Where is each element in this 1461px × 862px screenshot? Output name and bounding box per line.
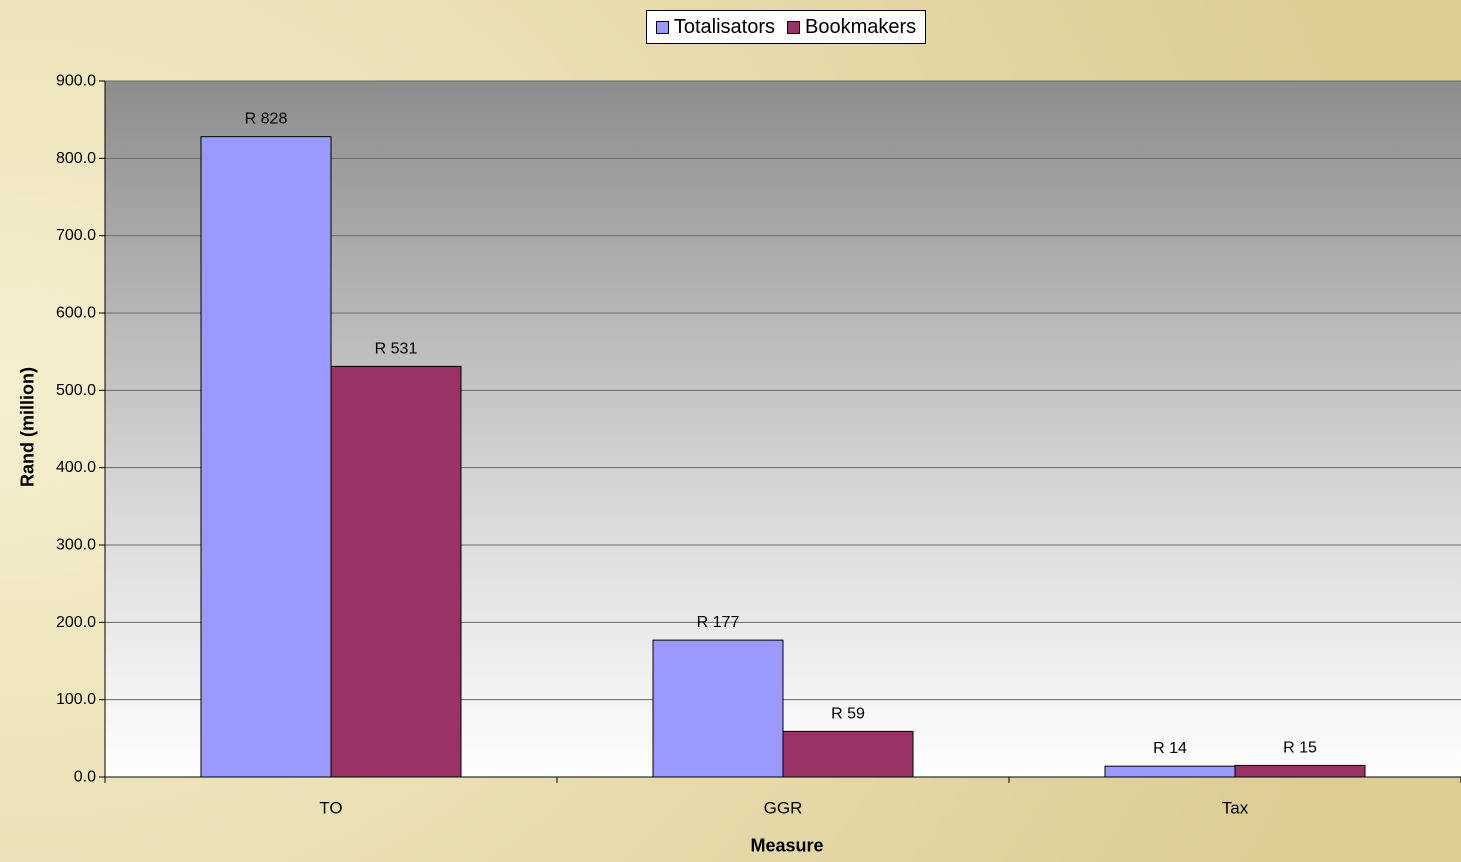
y-tick-label: 900.0 [56, 73, 96, 90]
bar-totalisators-tax [1104, 765, 1236, 778]
data-label: R 177 [697, 614, 740, 631]
legend-label-totalisators: Totalisators [673, 15, 775, 38]
y-tick-label: 0.0 [74, 769, 96, 786]
axes [99, 80, 1461, 783]
bars [200, 136, 1366, 778]
legend-swatch-totalisators [655, 20, 669, 34]
bar-totalisators-ggr [652, 639, 784, 778]
x-tick-label: GGR [764, 799, 803, 818]
bar-bookmakers-to [330, 365, 462, 778]
data-label: R 14 [1153, 740, 1187, 757]
data-label: R 531 [375, 340, 418, 357]
x-tick-label: TO [319, 799, 342, 818]
y-tick-label: 300.0 [56, 537, 96, 554]
x-axis-title: Measure [750, 835, 824, 856]
y-tick-label: 700.0 [56, 227, 96, 244]
y-tick-label: 500.0 [56, 382, 96, 399]
labels: 0.0 100.0 200.0 300.0 400.0 500.0 600.0 700.0 80… [56, 73, 1317, 818]
legend-label-bookmakers: Bookmakers [805, 15, 917, 38]
y-tick-label: 600.0 [56, 305, 96, 322]
legend: Totalisators Bookmakers [646, 10, 926, 44]
y-axis-title-text: Rand (million) [17, 367, 38, 487]
legend-item-totalisators: Totalisators [655, 15, 775, 39]
y-tick-label: 800.0 [56, 150, 96, 167]
y-tick-label: 200.0 [56, 614, 96, 631]
data-label: R 828 [245, 111, 288, 128]
legend-swatch-bookmakers [787, 20, 800, 34]
bar-bookmakers-ggr [782, 730, 914, 778]
bar-totalisators-to [200, 136, 332, 778]
x-tick-label: Tax [1222, 799, 1249, 818]
y-tick-label: 400.0 [56, 459, 96, 476]
y-tick-label: 100.0 [56, 691, 96, 708]
data-label: R 15 [1283, 739, 1317, 756]
bar-bookmakers-tax [1234, 764, 1366, 778]
legend-item-bookmakers: Bookmakers [787, 16, 916, 39]
data-label: R 59 [831, 705, 865, 722]
